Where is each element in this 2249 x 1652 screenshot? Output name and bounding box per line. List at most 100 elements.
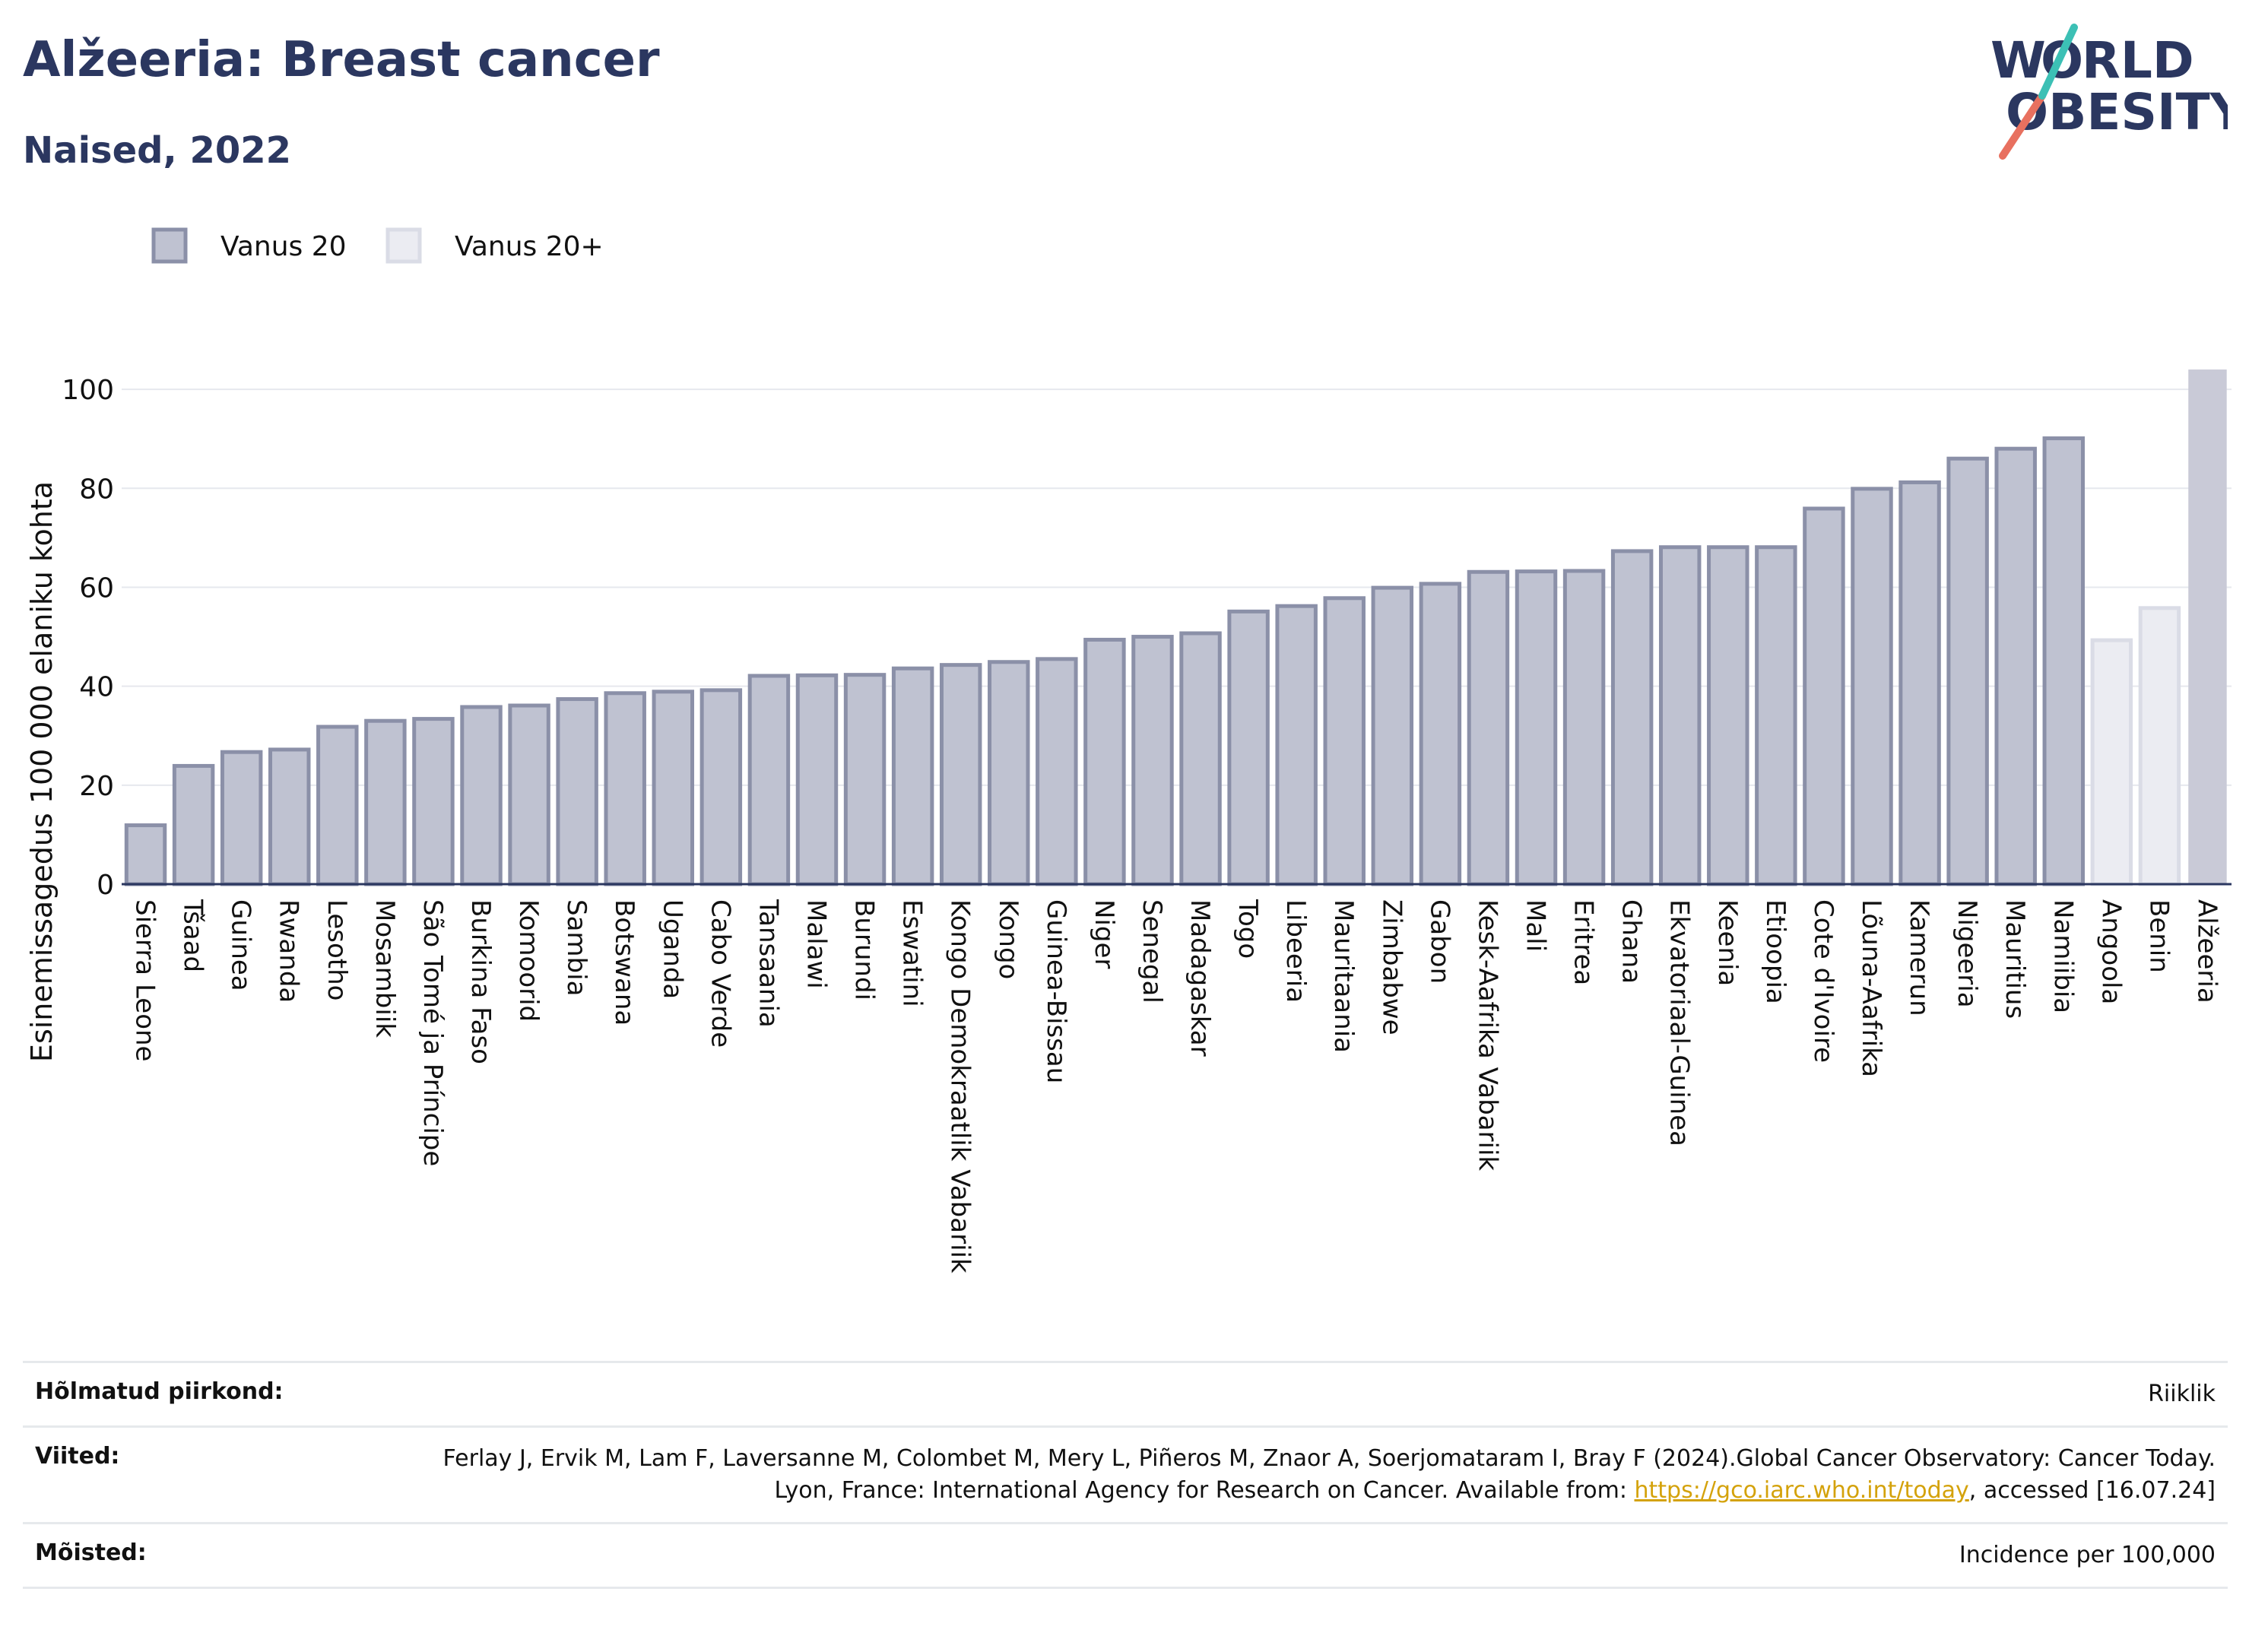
bar-sierra-leone <box>124 823 167 886</box>
x-axis-labels: Sierra Leone Tšaad Guinea Rwanda Lesotho Mosa… <box>130 899 2222 1273</box>
x-tick-label: Botswana <box>609 899 639 1026</box>
bar-burkina-faso <box>460 705 503 886</box>
bar-lesotho <box>316 725 359 886</box>
bar-al-eeria <box>2188 369 2227 884</box>
x-tick-label: Cote d'Ivoire <box>1808 899 1838 1063</box>
x-tick-label: Togo <box>1232 899 1263 959</box>
x-tick-label: Burundi <box>849 899 880 1000</box>
x-tick-label: Namiibia <box>2048 899 2078 1013</box>
legend-label-1: Vanus 20+ <box>455 231 604 262</box>
page-title: Alžeeria: Breast cancer <box>23 32 660 88</box>
bar-mauritaania <box>1323 596 1366 886</box>
x-tick-label: Eritrea <box>1569 899 1599 985</box>
bar-guinea <box>220 750 263 886</box>
definitions-row: Mõisted: Incidence per 100,000 <box>23 1522 2228 1589</box>
bar-sambia <box>556 697 598 886</box>
bar-tansaania <box>747 674 791 886</box>
bar-eritrea <box>1562 569 1606 886</box>
x-tick-label: Benin <box>2143 899 2174 973</box>
bar-angoola <box>2090 638 2133 886</box>
bar-s-o-tom-ja-pr-ncipe <box>412 717 455 886</box>
bar-ghana <box>1610 549 1654 886</box>
x-tick-label: Nigeeria <box>1952 899 1982 1008</box>
region-label: Hõlmatud piirkond: <box>35 1378 284 1405</box>
bar-cote-d-ivoire <box>1803 506 1845 886</box>
references-link[interactable]: https://gco.iarc.who.int/today <box>1634 1477 1969 1504</box>
y-tick-label: 100 <box>62 375 114 406</box>
x-tick-label: Sambia <box>561 899 592 996</box>
bar-niger <box>1083 637 1126 886</box>
x-tick-label: Lõuna-Aafrika <box>1856 899 1886 1077</box>
x-tick-label: Komoorid <box>513 899 544 1022</box>
x-tick-label: Etioopia <box>1760 899 1791 1004</box>
legend-label-0: Vanus 20 <box>220 231 347 262</box>
bar-l-una-aafrika <box>1851 487 1893 886</box>
region-value: Riiklik <box>2148 1381 2216 1407</box>
x-tick-label: Eswatini <box>897 899 928 1007</box>
references-value: Ferlay J, Ervik M, Lam F, Laversanne M, … <box>391 1443 2216 1507</box>
bar-mosambiik <box>364 718 407 886</box>
x-tick-label: Senegal <box>1137 899 1167 1004</box>
bar-kesk-aafrika-vabariik <box>1467 569 1510 886</box>
x-tick-label: Libeeria <box>1280 899 1311 1003</box>
bar-togo <box>1227 609 1270 886</box>
bar-kongo <box>988 660 1030 886</box>
bars <box>124 369 2227 886</box>
bar-kamerun <box>1898 480 1941 886</box>
bar-etioopia <box>1755 545 1797 886</box>
x-tick-label: Guinea <box>226 899 256 991</box>
bar-benin <box>2138 606 2181 886</box>
bar-burundi <box>843 673 887 886</box>
bar-botswana <box>604 691 646 886</box>
x-tick-label: Gabon <box>1424 899 1454 984</box>
x-tick-label: Ekvatoriaal-Guinea <box>1664 899 1695 1146</box>
x-tick-label: Angoola <box>2095 899 2126 1004</box>
y-axis-ticks: 0 20 40 60 80 100 <box>62 375 114 901</box>
legend-swatch-0 <box>151 227 188 264</box>
legend-swatch-1 <box>385 227 422 264</box>
bar-rwanda <box>268 747 311 886</box>
svg-text:RLD: RLD <box>2082 31 2194 90</box>
x-tick-label: Rwanda <box>274 899 304 1003</box>
x-tick-label: Madagaskar <box>1185 899 1215 1057</box>
bar-madagaskar <box>1179 631 1222 886</box>
x-tick-label: Alžeeria <box>2191 899 2222 1004</box>
references-label: Viited: <box>35 1443 120 1470</box>
metadata-table: Hõlmatud piirkond: Riiklik Viited: Ferla… <box>23 1361 2228 1589</box>
y-tick-label: 40 <box>79 672 114 703</box>
bar-cabo-verde <box>699 688 743 886</box>
bar-komoorid <box>508 703 550 886</box>
bar-mauritius <box>1994 446 2037 886</box>
bar-senegal <box>1131 635 1174 886</box>
bar-namiibia <box>2042 436 2085 886</box>
x-tick-label: Lesotho <box>322 899 352 1000</box>
x-tick-label: Mali <box>1521 899 1551 952</box>
x-tick-label: Sierra Leone <box>130 899 160 1061</box>
x-tick-label: Tansaania <box>753 899 783 1028</box>
x-tick-label: Kesk-Aafrika Vabariik <box>1472 899 1502 1171</box>
x-tick-label: Uganda <box>657 899 687 999</box>
definitions-label: Mõisted: <box>35 1539 147 1566</box>
references-text: Ferlay J, Ervik M, Lam F, Laversanne M, … <box>443 1445 2216 1504</box>
x-tick-label: Keenia <box>1712 899 1743 986</box>
x-tick-label: São Tomé ja Príncipe <box>417 899 448 1166</box>
x-tick-label: Guinea-Bissau <box>1041 899 1071 1083</box>
x-tick-label: Kamerun <box>1904 899 1934 1016</box>
y-axis-label: Esinemissagedus 100 000 elaniku kohta <box>25 481 59 1062</box>
bar-chart: Vanus 20 Vanus 20+ 0 20 40 60 80 100 Esinemiss… <box>25 227 2232 1273</box>
x-tick-label: Malawi <box>801 899 831 989</box>
x-tick-label: Niger <box>1089 899 1119 969</box>
bar-kongo-demokraatlik-vabariik <box>939 663 982 886</box>
x-tick-label: Burkina Faso <box>465 899 496 1064</box>
y-tick-label: 60 <box>79 572 114 604</box>
definitions-value: Incidence per 100,000 <box>1959 1542 2216 1568</box>
bar-keenia <box>1707 545 1749 886</box>
x-tick-label: Zimbabwe <box>1376 899 1407 1035</box>
bar-mali <box>1515 569 1558 886</box>
x-tick-label: Cabo Verde <box>705 899 735 1048</box>
page-subtitle: Naised, 2022 <box>23 129 292 172</box>
bar-uganda <box>652 690 695 886</box>
world-obesity-logo: W O RLD OBESITY <box>1990 24 2228 160</box>
y-tick-label: 80 <box>79 474 114 505</box>
x-tick-label: Ghana <box>1616 899 1647 984</box>
